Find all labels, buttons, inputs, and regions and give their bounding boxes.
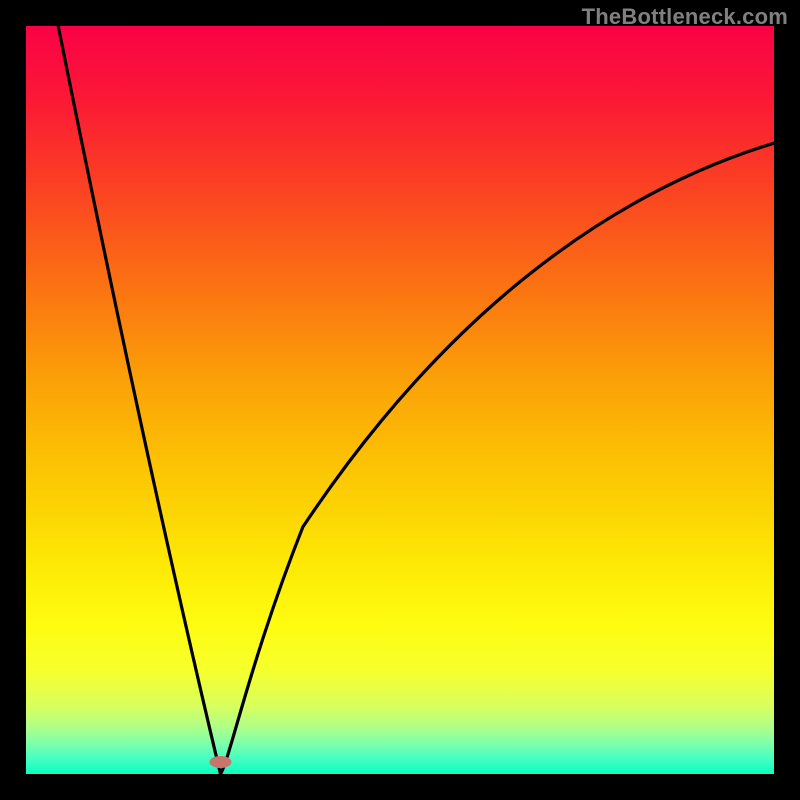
- bottleneck-chart: [0, 0, 800, 800]
- optimum-marker: [209, 756, 231, 768]
- watermark-text: TheBottleneck.com: [582, 4, 788, 30]
